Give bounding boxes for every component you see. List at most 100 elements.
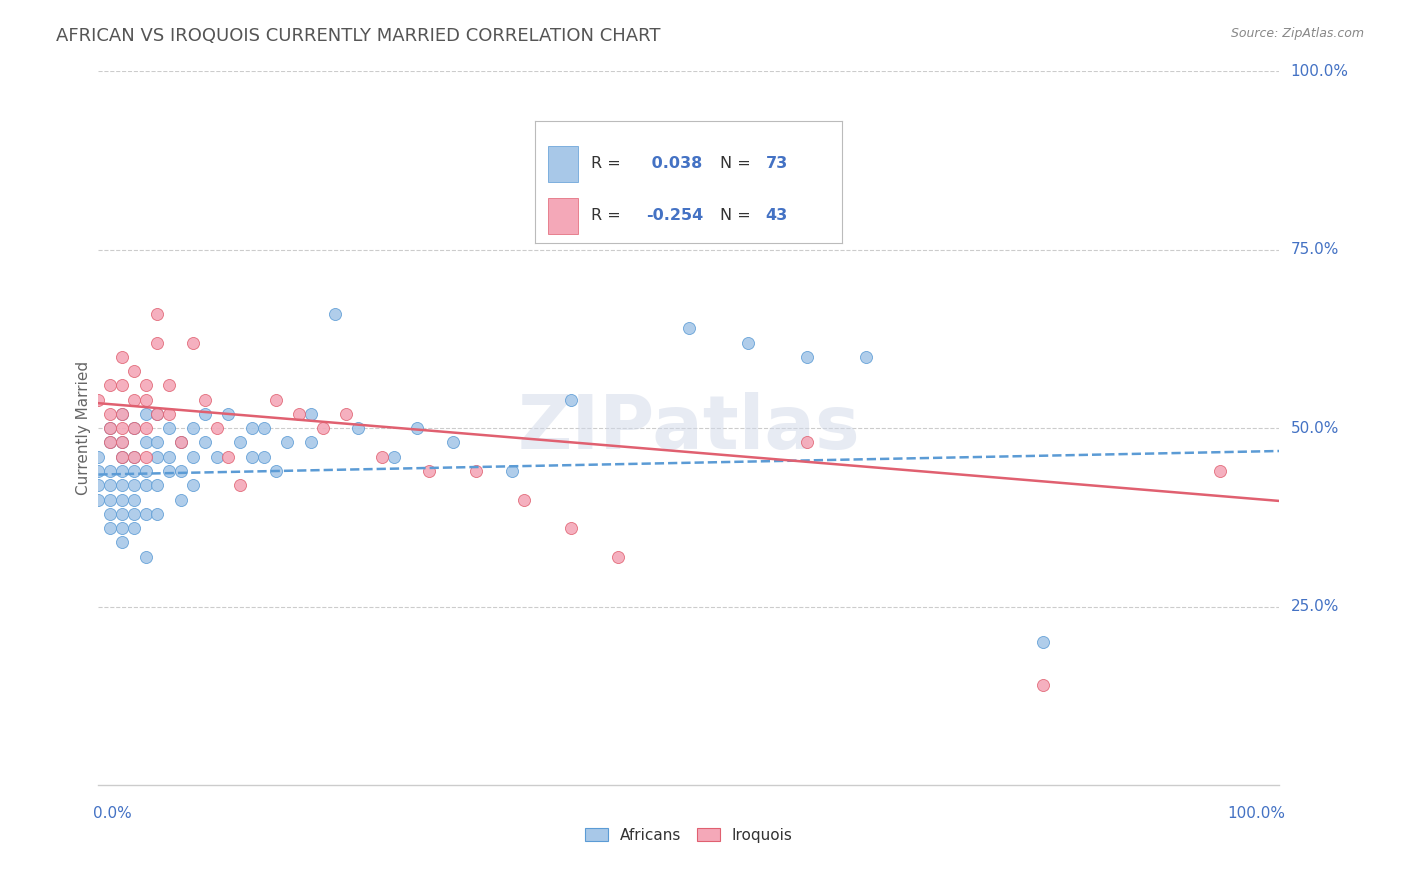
Point bbox=[111, 478, 134, 492]
Point bbox=[122, 521, 145, 535]
Text: 25.0%: 25.0% bbox=[1291, 599, 1339, 614]
Point bbox=[181, 335, 204, 350]
Point bbox=[181, 478, 204, 492]
Point bbox=[135, 507, 157, 521]
Point bbox=[146, 507, 169, 521]
Point bbox=[217, 407, 239, 421]
Point bbox=[98, 507, 121, 521]
Point bbox=[465, 464, 488, 478]
Y-axis label: Currently Married: Currently Married bbox=[76, 361, 91, 495]
Point bbox=[111, 507, 134, 521]
Point bbox=[1032, 678, 1054, 692]
Point bbox=[111, 435, 134, 450]
Point bbox=[122, 364, 145, 378]
Point bbox=[312, 421, 335, 435]
Point bbox=[146, 435, 169, 450]
Point bbox=[111, 421, 134, 435]
Point bbox=[157, 378, 180, 392]
Point bbox=[135, 450, 157, 464]
Point bbox=[98, 407, 121, 421]
Point bbox=[371, 450, 394, 464]
Point bbox=[347, 421, 370, 435]
Point bbox=[264, 392, 287, 407]
Point bbox=[135, 435, 157, 450]
Point bbox=[181, 450, 204, 464]
Point bbox=[501, 464, 523, 478]
Point bbox=[170, 435, 193, 450]
Point bbox=[87, 450, 110, 464]
Text: R =: R = bbox=[591, 156, 626, 171]
Point bbox=[406, 421, 429, 435]
Point bbox=[135, 464, 157, 478]
Point bbox=[229, 478, 252, 492]
Point bbox=[87, 464, 110, 478]
Point bbox=[122, 450, 145, 464]
Text: 73: 73 bbox=[766, 156, 787, 171]
Point bbox=[253, 421, 276, 435]
Point bbox=[146, 450, 169, 464]
Point bbox=[796, 435, 818, 450]
Point bbox=[98, 421, 121, 435]
Point bbox=[122, 421, 145, 435]
Point bbox=[87, 478, 110, 492]
Point bbox=[122, 478, 145, 492]
Point bbox=[607, 549, 630, 564]
Point bbox=[111, 450, 134, 464]
Text: 75.0%: 75.0% bbox=[1291, 243, 1339, 257]
Point bbox=[111, 492, 134, 507]
Point bbox=[157, 407, 180, 421]
Point bbox=[111, 464, 134, 478]
Point bbox=[98, 435, 121, 450]
Point bbox=[146, 335, 169, 350]
Point bbox=[181, 421, 204, 435]
Point bbox=[146, 407, 169, 421]
Point bbox=[1209, 464, 1232, 478]
Text: N =: N = bbox=[720, 209, 755, 223]
Text: Source: ZipAtlas.com: Source: ZipAtlas.com bbox=[1230, 27, 1364, 40]
FancyBboxPatch shape bbox=[548, 145, 578, 182]
Point bbox=[87, 492, 110, 507]
Point bbox=[111, 407, 134, 421]
Point bbox=[98, 378, 121, 392]
Point bbox=[217, 450, 239, 464]
Text: AFRICAN VS IROQUOIS CURRENTLY MARRIED CORRELATION CHART: AFRICAN VS IROQUOIS CURRENTLY MARRIED CO… bbox=[56, 27, 661, 45]
Point bbox=[737, 335, 759, 350]
Text: 0.0%: 0.0% bbox=[93, 806, 131, 822]
Text: 100.0%: 100.0% bbox=[1291, 64, 1348, 78]
Point bbox=[135, 478, 157, 492]
Point bbox=[98, 421, 121, 435]
Point bbox=[111, 378, 134, 392]
Point bbox=[796, 350, 818, 364]
Legend: Africans, Iroquois: Africans, Iroquois bbox=[579, 822, 799, 848]
Point bbox=[276, 435, 298, 450]
Point bbox=[111, 350, 134, 364]
Point bbox=[98, 492, 121, 507]
Point bbox=[170, 464, 193, 478]
Point bbox=[146, 478, 169, 492]
Point bbox=[205, 450, 228, 464]
Point bbox=[87, 392, 110, 407]
Point bbox=[240, 421, 263, 435]
Point bbox=[135, 549, 157, 564]
FancyBboxPatch shape bbox=[548, 198, 578, 234]
Point bbox=[170, 435, 193, 450]
Point bbox=[111, 521, 134, 535]
Point bbox=[441, 435, 464, 450]
Point bbox=[229, 435, 252, 450]
Point bbox=[382, 450, 405, 464]
Point bbox=[194, 392, 217, 407]
Point bbox=[135, 378, 157, 392]
Point bbox=[512, 492, 534, 507]
Text: R =: R = bbox=[591, 209, 626, 223]
Point bbox=[122, 464, 145, 478]
Point bbox=[170, 492, 193, 507]
Point bbox=[288, 407, 311, 421]
Point bbox=[98, 478, 121, 492]
Point bbox=[335, 407, 357, 421]
Point bbox=[157, 421, 180, 435]
Point bbox=[323, 307, 346, 321]
Text: 0.038: 0.038 bbox=[645, 156, 702, 171]
Text: ZIPatlas: ZIPatlas bbox=[517, 392, 860, 465]
Point bbox=[560, 392, 582, 407]
Point bbox=[264, 464, 287, 478]
